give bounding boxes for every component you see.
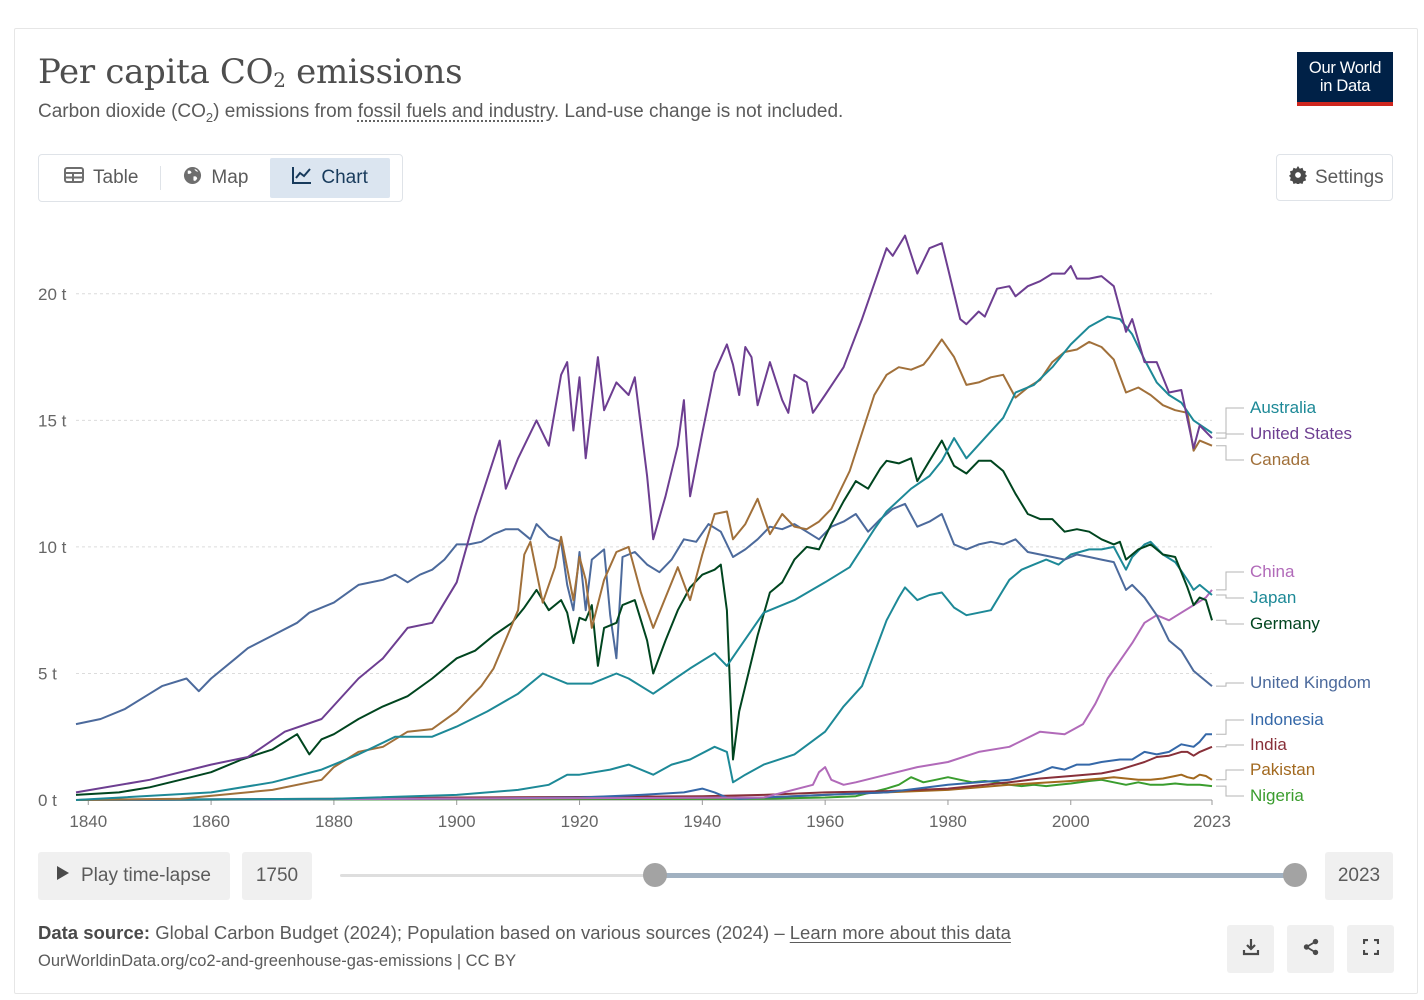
label-connector: [1216, 769, 1244, 781]
label-connector: [1216, 682, 1244, 687]
line-chart-icon: [292, 166, 312, 190]
fullscreen-button[interactable]: [1347, 925, 1394, 973]
gear-icon: [1289, 165, 1307, 190]
y-tick-label: 10 t: [38, 538, 67, 557]
label-connector: [1216, 433, 1244, 439]
timeline-slider[interactable]: [340, 863, 1307, 887]
slider-range: [655, 873, 1295, 878]
x-tick-label: 1940: [683, 812, 721, 831]
series-line-nigeria[interactable]: [75, 776, 1213, 801]
tab-divider: [160, 166, 162, 190]
subtitle: Carbon dioxide (CO2) emissions from foss…: [38, 101, 844, 125]
x-tick-label: 1860: [192, 812, 230, 831]
learn-more-link[interactable]: Learn more about this data: [789, 922, 1011, 943]
globe-icon: [183, 166, 202, 191]
series-label[interactable]: Pakistan: [1250, 760, 1315, 779]
source-url: OurWorldinData.org/co2-and-greenhouse-ga…: [38, 952, 517, 970]
series-line-united-states[interactable]: [75, 234, 1213, 794]
x-tick-label: 2000: [1052, 812, 1090, 831]
slider-end-handle[interactable]: [1283, 863, 1307, 887]
line-chart: 0 t 5 t 10 t 15 t 20 t 1840 1860 1880 1900 1920 19…: [38, 234, 1371, 831]
y-tick-label: 0 t: [38, 791, 57, 810]
series-label[interactable]: India: [1250, 735, 1287, 754]
tab-map-label: Map: [211, 167, 249, 188]
y-tick-label: 5 t: [38, 664, 57, 683]
x-tick-label: 2023: [1193, 812, 1231, 831]
series-line-japan[interactable]: [75, 540, 1213, 801]
label-connector: [1216, 571, 1244, 591]
label-connector: [1216, 619, 1244, 625]
data-source: Data source: Global Carbon Budget (2024)…: [38, 922, 1011, 943]
download-button[interactable]: [1227, 925, 1274, 973]
label-connector: [1216, 719, 1244, 735]
series-line-united-kingdom[interactable]: [75, 502, 1213, 726]
tab-chart-label: Chart: [321, 167, 368, 188]
series-line-germany[interactable]: [75, 439, 1213, 796]
tab-map[interactable]: Map: [161, 158, 270, 198]
series-label[interactable]: Nigeria: [1250, 786, 1304, 805]
chart-card: [14, 28, 1418, 994]
y-tick-label: 20 t: [38, 285, 67, 304]
play-timelapse-label: Play time-lapse: [81, 865, 211, 886]
series-label[interactable]: Canada: [1250, 450, 1310, 469]
tab-table-label: Table: [93, 167, 139, 188]
x-tick-label: 1960: [806, 812, 844, 831]
share-icon: [1302, 938, 1320, 961]
x-tick-label: 1900: [438, 812, 476, 831]
series-label[interactable]: Germany: [1250, 614, 1320, 633]
play-icon: [56, 865, 70, 887]
series-line-australia[interactable]: [75, 315, 1213, 801]
fullscreen-icon: [1362, 938, 1379, 960]
settings-label: Settings: [1315, 166, 1384, 188]
slider-start-handle[interactable]: [643, 863, 668, 887]
series-line-indonesia[interactable]: [75, 733, 1212, 801]
settings-button[interactable]: Settings: [1276, 154, 1393, 201]
label-connector: [1216, 445, 1244, 461]
share-button[interactable]: [1287, 925, 1334, 973]
tab-table[interactable]: Table: [42, 158, 160, 198]
x-tick-label: 1880: [315, 812, 353, 831]
x-tick-label: 1920: [561, 812, 599, 831]
series-label[interactable]: Australia: [1250, 398, 1317, 417]
series-line-china[interactable]: [75, 589, 1213, 801]
y-tick-label: 15 t: [38, 411, 67, 430]
series-line-india[interactable]: [75, 745, 1213, 801]
label-connector: [1216, 785, 1244, 797]
table-icon: [64, 167, 84, 189]
play-timelapse-button[interactable]: Play time-lapse: [38, 852, 230, 900]
series-label[interactable]: Indonesia: [1250, 710, 1324, 729]
x-tick-label: 1840: [69, 812, 107, 831]
label-connector: [1216, 744, 1244, 748]
start-year-box[interactable]: 1750: [242, 852, 312, 900]
download-icon: [1241, 937, 1261, 962]
end-year-box[interactable]: 2023: [1325, 852, 1393, 900]
fossil-fuels-link[interactable]: fossil fuels and industry: [357, 101, 554, 122]
series-label[interactable]: United Kingdom: [1250, 673, 1371, 692]
owid-logo[interactable]: Our World in Data: [1297, 52, 1393, 106]
series-label[interactable]: Japan: [1250, 588, 1296, 607]
x-tick-label: 1980: [929, 812, 967, 831]
label-connector: [1216, 594, 1244, 599]
page-title: Per capita CO2 emissions: [38, 52, 463, 92]
label-connector: [1216, 407, 1244, 434]
series-label[interactable]: China: [1250, 562, 1295, 581]
tab-chart[interactable]: Chart: [270, 158, 390, 198]
view-tabs: Table Map Chart: [38, 154, 403, 202]
series-line-canada[interactable]: [75, 338, 1213, 801]
series-label[interactable]: United States: [1250, 424, 1352, 443]
